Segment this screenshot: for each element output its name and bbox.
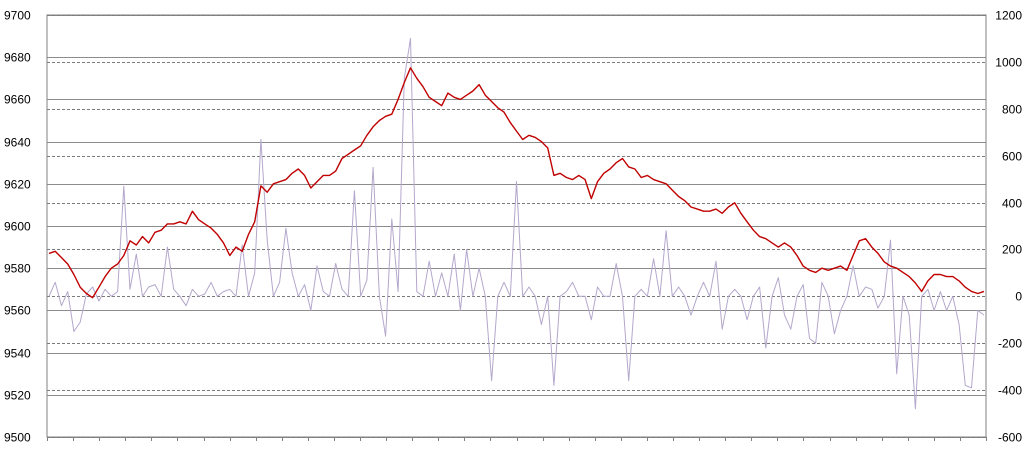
left-tick-label: 9560	[4, 304, 31, 318]
right-tick-label: 400	[1002, 197, 1022, 211]
right-axis-labels: 1200 1000 800 600 400 200 0 -200 -400 -600	[995, 9, 1022, 445]
right-tick-label: -600	[998, 431, 1022, 445]
volume-series-line	[48, 37, 985, 410]
left-tick-label: 9540	[4, 347, 31, 361]
series-layer	[48, 37, 985, 410]
right-tick-label: 0	[1015, 290, 1022, 304]
right-tick-label: 1000	[995, 56, 1022, 70]
right-tick-label: -200	[998, 337, 1022, 351]
right-tick-label: 200	[1002, 243, 1022, 257]
right-tick-label: -400	[998, 384, 1022, 398]
left-tick-label: 9700	[4, 9, 31, 23]
price-series-line	[48, 67, 985, 299]
left-tick-label: 9680	[4, 51, 31, 65]
left-tick-label: 9640	[4, 136, 31, 150]
right-tick-label: 800	[1002, 103, 1022, 117]
left-tick-label: 9580	[4, 262, 31, 276]
left-tick-label: 9500	[4, 431, 31, 445]
left-tick-label: 9660	[4, 93, 31, 107]
left-tick-label: 9520	[4, 389, 31, 403]
right-tick-label: 600	[1002, 150, 1022, 164]
left-tick-label: 9600	[4, 220, 31, 234]
plot-area-border	[46, 14, 987, 438]
x-axis-ticks	[47, 437, 987, 441]
left-tick-label: 9620	[4, 178, 31, 192]
left-axis-labels: 9700 9680 9660 9640 9620 9600 9580 9560 9540 9520…	[4, 9, 31, 445]
right-tick-label: 1200	[995, 9, 1022, 23]
